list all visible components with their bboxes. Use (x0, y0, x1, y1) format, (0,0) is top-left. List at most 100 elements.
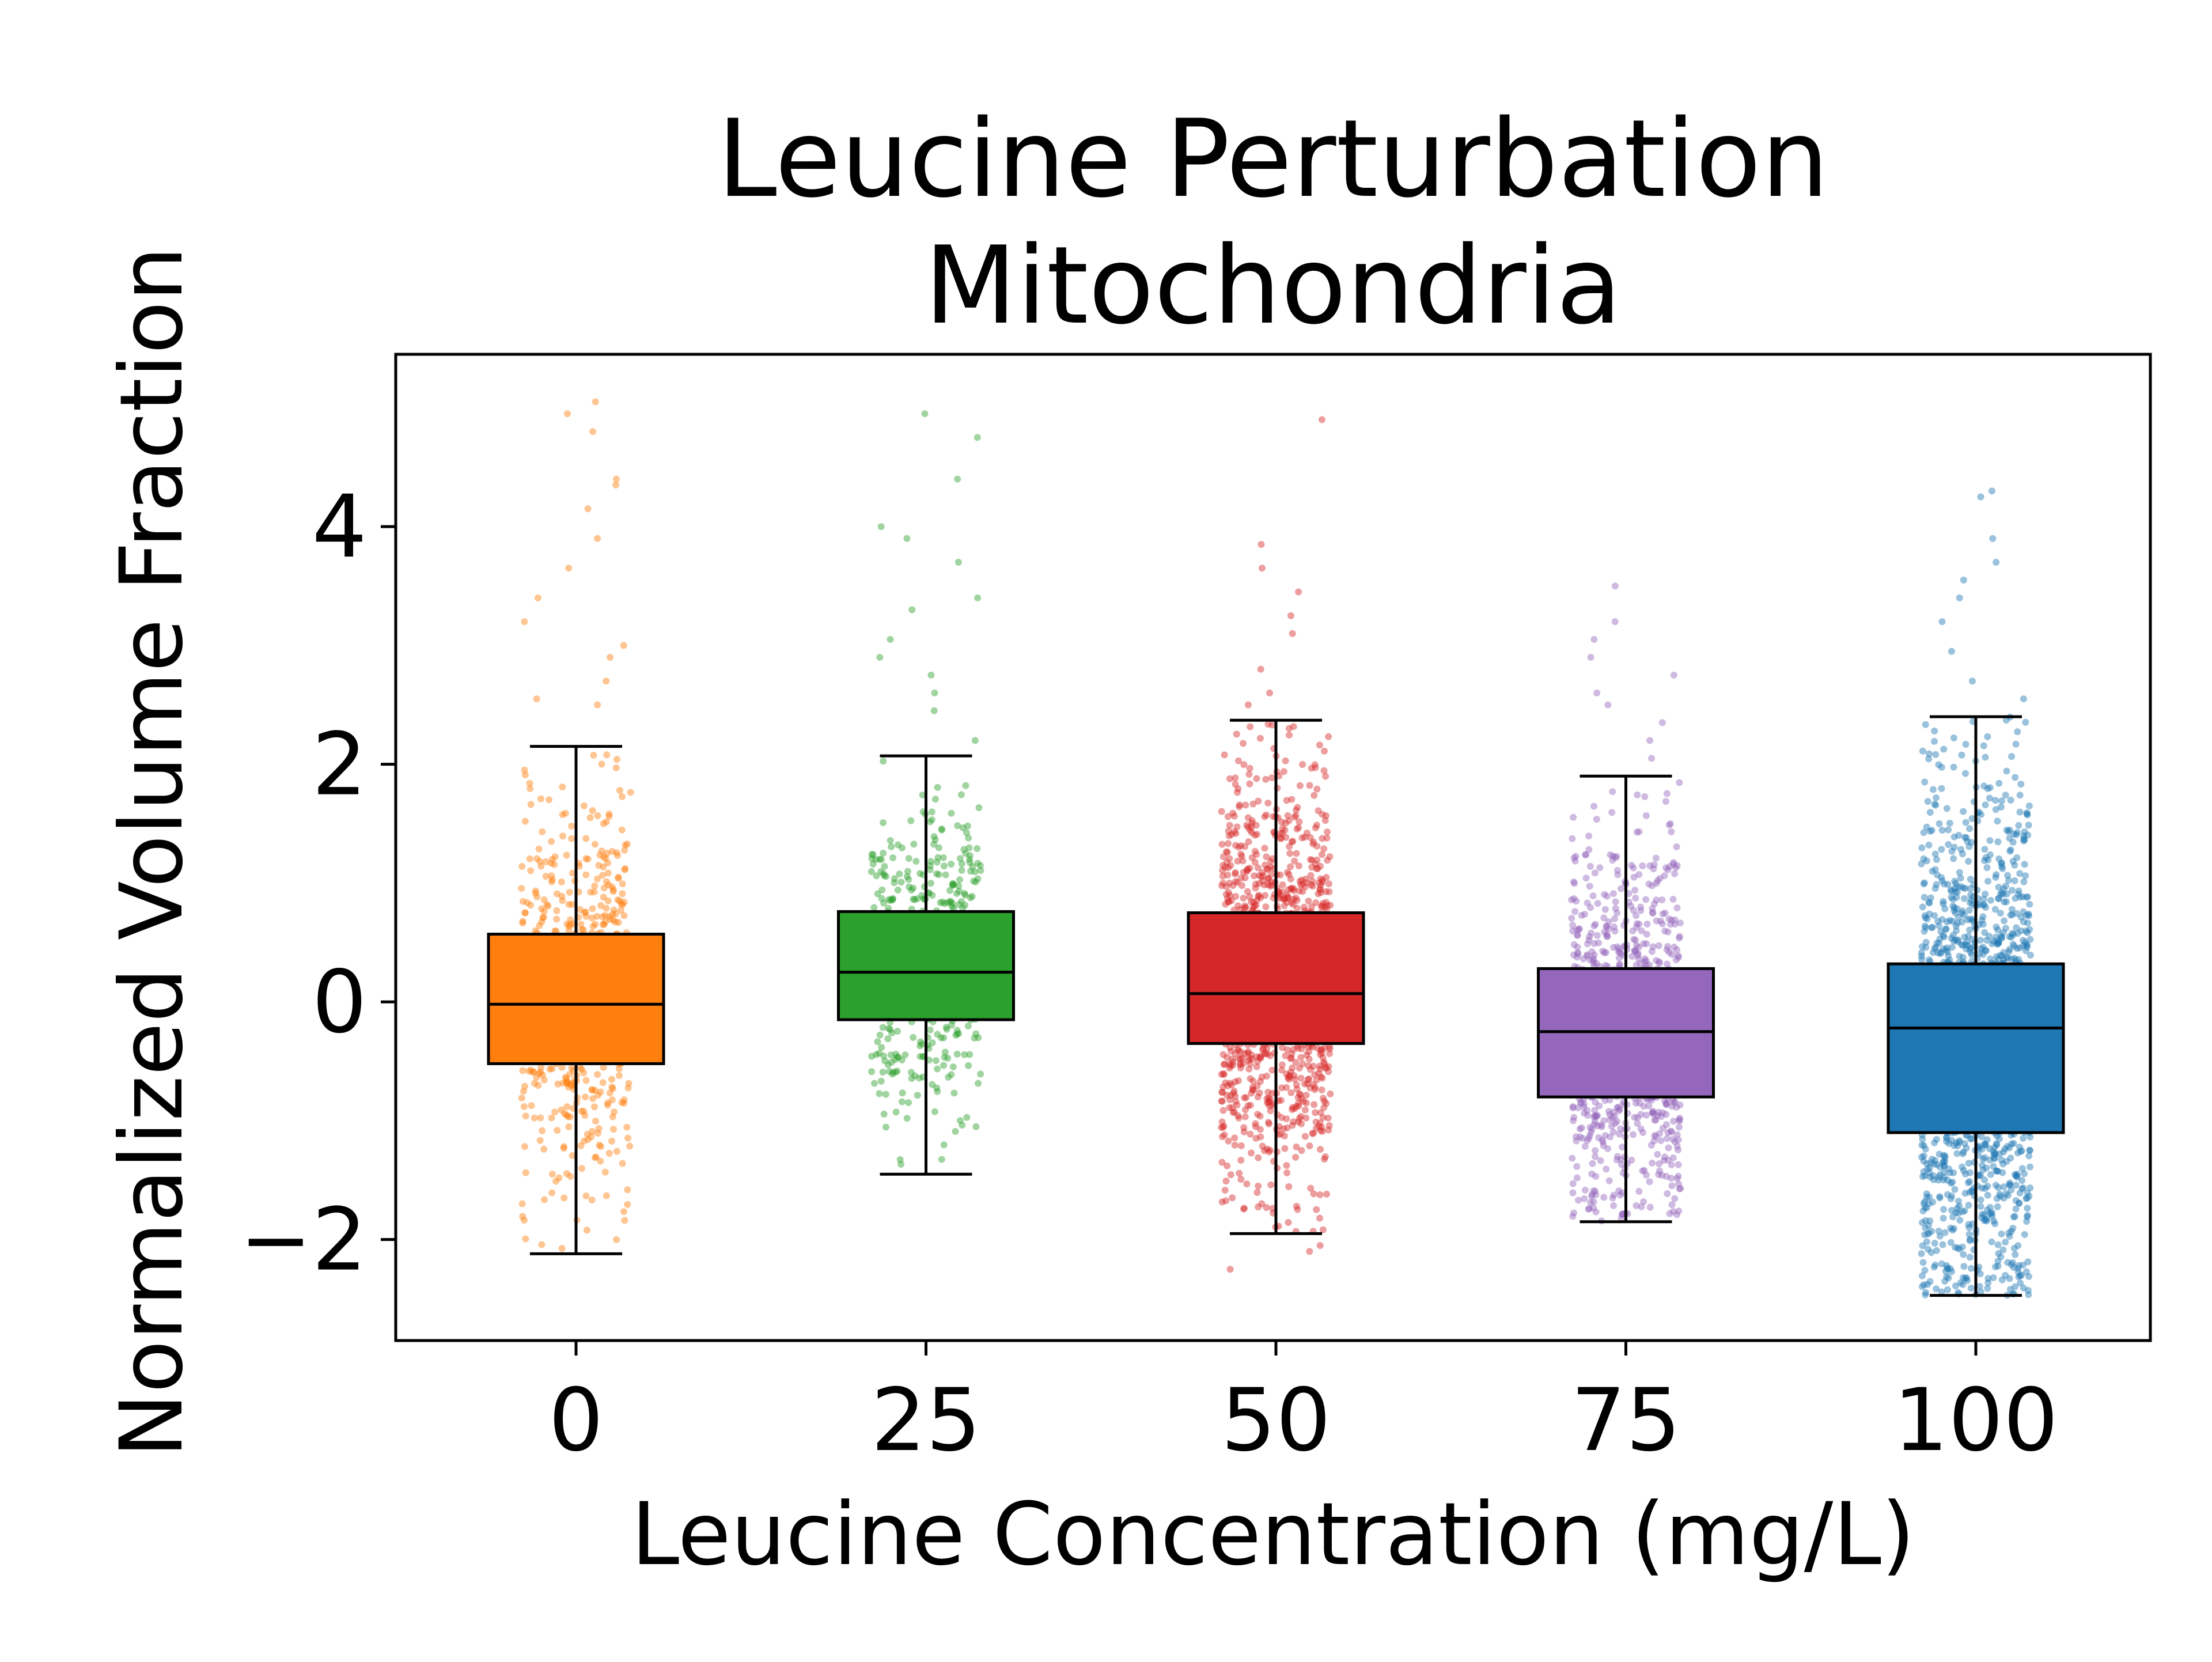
data-point (1982, 854, 1990, 861)
data-point (1590, 951, 1598, 959)
outlier-point (877, 523, 885, 531)
data-point (1222, 1197, 1230, 1205)
data-point (1235, 1055, 1243, 1062)
data-point (1652, 1116, 1660, 1124)
data-point (1982, 1216, 1989, 1223)
data-point (1602, 961, 1609, 969)
data-point (877, 1077, 885, 1085)
data-point (1588, 1129, 1595, 1136)
data-point (1301, 834, 1308, 841)
data-point (912, 858, 920, 865)
data-point (1933, 1161, 1941, 1168)
data-point (934, 1065, 941, 1073)
data-point (1595, 939, 1603, 947)
data-point (1596, 864, 1604, 872)
data-point (1256, 1112, 1264, 1120)
data-point (1930, 1160, 1938, 1168)
data-point (1661, 909, 1669, 917)
data-point (1963, 834, 1970, 841)
data-point (1978, 945, 1985, 952)
data-point (1932, 751, 1940, 758)
data-point (603, 850, 611, 857)
data-point (1593, 960, 1600, 967)
data-point (1922, 1289, 1930, 1296)
data-point (2006, 1181, 2013, 1188)
data-point (1993, 1167, 2001, 1175)
data-point (1278, 818, 1285, 826)
data-point (873, 1051, 880, 1058)
data-point (1302, 883, 1309, 891)
data-point (927, 880, 934, 887)
data-point (1921, 1231, 1929, 1239)
data-point (2020, 908, 2027, 915)
data-point (565, 1113, 572, 1120)
data-point (548, 876, 556, 883)
data-point (1605, 918, 1612, 926)
data-point (1293, 1085, 1301, 1093)
data-point (1642, 812, 1650, 819)
data-point (1995, 895, 2002, 903)
data-point (521, 909, 529, 917)
data-point (2014, 890, 2022, 898)
data-point (1931, 1240, 1938, 1247)
data-point (1938, 763, 1945, 771)
data-point (1948, 894, 1955, 901)
data-point (1571, 857, 1579, 865)
data-point (1229, 1104, 1236, 1111)
data-point (1312, 824, 1319, 832)
data-point (1669, 1135, 1677, 1143)
data-point (1298, 1147, 1305, 1154)
data-point (1322, 773, 1330, 780)
data-point (1613, 1156, 1620, 1164)
data-point (1955, 1210, 1962, 1217)
data-point (1262, 861, 1269, 869)
data-point (1219, 867, 1226, 874)
data-point (1983, 1217, 1990, 1225)
data-point (1963, 1274, 1971, 1282)
data-point (1936, 1232, 1944, 1240)
data-point (1921, 922, 1929, 930)
data-point (948, 861, 955, 868)
data-point (898, 1056, 906, 1063)
data-point (1236, 803, 1243, 811)
data-point (544, 902, 552, 910)
data-point (1219, 1088, 1226, 1096)
data-point (1285, 1076, 1293, 1083)
data-point (566, 921, 574, 928)
data-point (563, 1170, 570, 1178)
data-point (2007, 796, 2014, 804)
data-point (880, 870, 887, 877)
data-point (1321, 1156, 1328, 1163)
data-point (617, 906, 624, 914)
data-point (594, 1092, 602, 1099)
data-point (1259, 1046, 1267, 1054)
data-point (931, 1108, 938, 1115)
data-point (1601, 906, 1609, 913)
data-point (1290, 901, 1297, 908)
data-point (1287, 1089, 1295, 1096)
data-point (1316, 1119, 1324, 1127)
data-point (1238, 853, 1245, 860)
data-point (1307, 1184, 1315, 1192)
data-point (1950, 763, 1957, 771)
data-point (615, 1072, 623, 1080)
data-point (608, 1137, 615, 1145)
data-point (955, 1030, 963, 1038)
data-point (916, 870, 924, 877)
data-point (1569, 1180, 1577, 1187)
data-point (546, 1065, 554, 1073)
data-point (1288, 796, 1296, 803)
data-point (1631, 1114, 1638, 1121)
data-point (1934, 1176, 1942, 1184)
data-point (520, 1103, 528, 1110)
data-point (934, 1088, 941, 1095)
data-point (1653, 957, 1660, 964)
data-point (937, 1034, 945, 1042)
data-point (958, 898, 965, 905)
data-point (1304, 1076, 1312, 1083)
data-point (1988, 1210, 1995, 1218)
data-point (1605, 925, 1612, 933)
data-point (626, 1142, 634, 1150)
data-point (1277, 1130, 1285, 1138)
